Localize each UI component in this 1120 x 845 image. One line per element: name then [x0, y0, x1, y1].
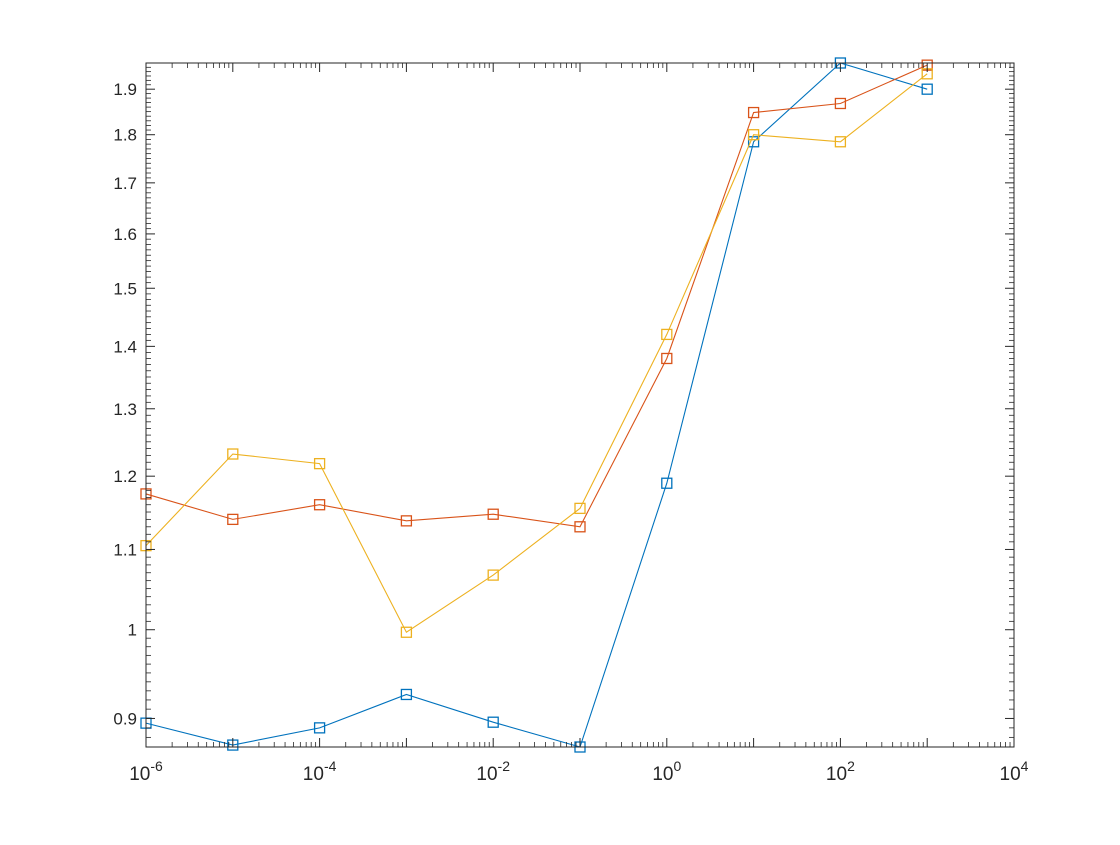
x-tick-label: 10-4 — [303, 758, 337, 785]
data-point-series-1 — [921, 83, 933, 95]
data-point-series-2 — [661, 352, 673, 365]
y-tick-label: 1.2 — [113, 467, 137, 486]
data-point-series-1 — [747, 136, 760, 148]
data-point-series-3 — [834, 136, 847, 148]
data-point-series-2 — [574, 521, 586, 533]
data-point-series-3 — [574, 502, 586, 515]
x-tick-label: 100 — [652, 758, 681, 785]
x-tick-label: 104 — [1000, 758, 1029, 785]
data-point-series-1 — [661, 477, 673, 489]
x-tick-label: 10-6 — [129, 758, 163, 785]
data-point-series-3 — [747, 129, 760, 141]
data-point-series-3 — [661, 328, 673, 341]
data-point-series-3 — [400, 626, 413, 638]
y-tick-label: 0.9 — [113, 709, 137, 728]
data-point-series-3 — [487, 569, 499, 581]
y-tick-label: 1.1 — [113, 540, 137, 559]
y-tick-label: 1.3 — [113, 400, 137, 419]
y-tick-label: 1.9 — [113, 80, 137, 99]
data-point-series-1 — [487, 716, 499, 728]
x-tick-label: 10-2 — [476, 758, 510, 785]
axes-layer: 10-6 10-4 10-2 100 102 104 0.9 1 1.1 1.2 1.3 1.4 1.5… — [113, 62, 1029, 785]
series-layer — [140, 57, 933, 753]
y-tick-label: 1.7 — [113, 174, 137, 193]
data-point-series-2 — [834, 97, 847, 110]
data-point-series-2 — [747, 106, 760, 119]
data-point-series-2 — [400, 515, 413, 527]
data-point-series-3 — [227, 448, 239, 460]
data-point-series-3 — [313, 457, 326, 470]
data-point-series-1 — [313, 722, 326, 734]
data-point-series-2 — [487, 508, 499, 520]
y-tick-label: 1.6 — [113, 225, 137, 244]
y-tick-label: 1.8 — [113, 126, 137, 145]
y-tick-label: 1.4 — [113, 337, 137, 356]
y-tick-label: 1 — [128, 621, 137, 640]
data-point-series-2 — [313, 499, 326, 511]
x-tick-label: 102 — [826, 758, 855, 785]
y-tick-label: 1.5 — [113, 279, 137, 298]
series-line-1 — [145, 62, 928, 748]
series-line-2 — [145, 64, 928, 528]
data-point-series-1 — [400, 688, 413, 701]
series-line-3 — [145, 73, 928, 634]
data-point-series-2 — [227, 513, 239, 526]
